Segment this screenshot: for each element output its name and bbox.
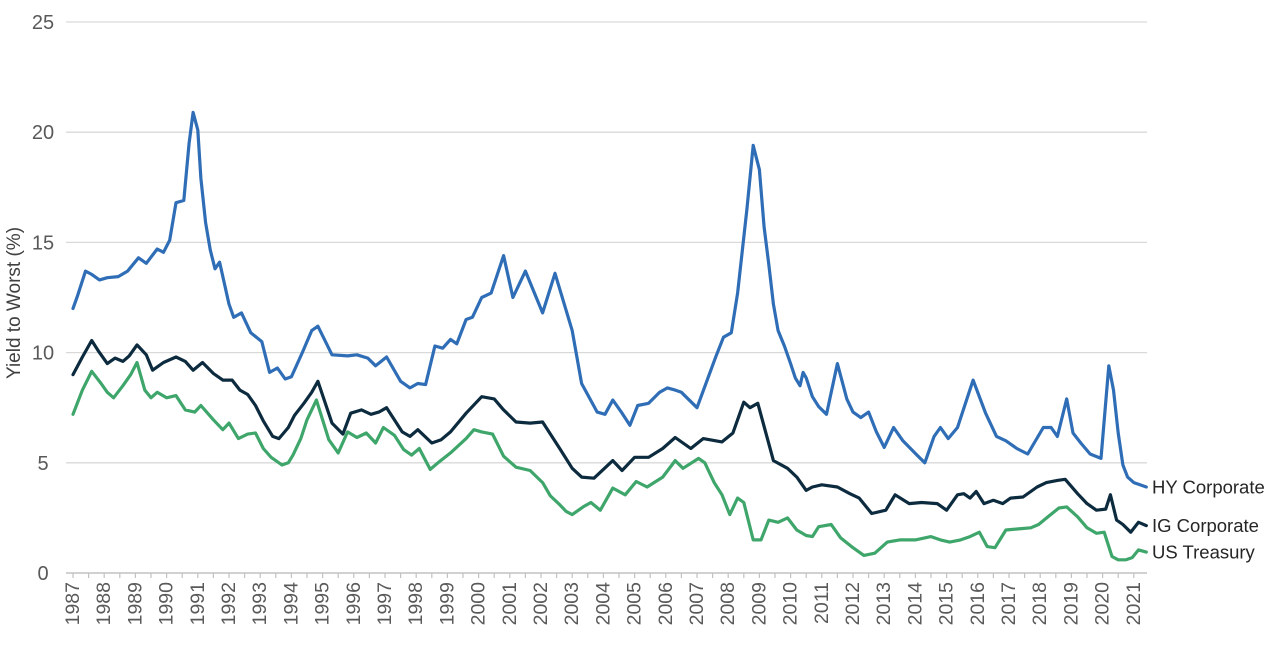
x-tick-label: 2000 <box>468 582 490 626</box>
x-tick-label: 2017 <box>998 582 1020 625</box>
x-tick-label: 2007 <box>686 582 708 625</box>
x-tick-label: 2021 <box>1123 582 1145 625</box>
x-tick-label: 2015 <box>936 582 958 626</box>
x-tick-label: 1995 <box>312 582 334 626</box>
x-tick-label: 1999 <box>436 582 458 625</box>
y-tick-label: 10 <box>32 343 54 365</box>
x-tick-label: 2003 <box>561 582 583 625</box>
y-tick-label: 0 <box>37 563 48 585</box>
gridlines-layer <box>66 21 1147 464</box>
x-tick-label: 1988 <box>93 582 115 625</box>
x-tick-label: 1991 <box>187 582 209 625</box>
series-label-ig-corporate: IG Corporate <box>1152 515 1259 536</box>
x-tick-label: 2019 <box>1060 582 1082 625</box>
series-line-us-treasury <box>71 360 1148 562</box>
series-lines-layer <box>71 110 1148 562</box>
x-tick-label: 2013 <box>873 582 895 625</box>
series-label-hy-corporate: HY Corporate <box>1152 477 1265 498</box>
x-tick-label: 1998 <box>405 582 427 625</box>
series-line-hy-corporate <box>71 110 1148 489</box>
x-tick-label: 2008 <box>717 582 739 625</box>
x-tick-label: 1990 <box>156 582 178 626</box>
x-tick-label: 2011 <box>811 582 833 624</box>
y-axis-title: Yield to Worst (%) <box>4 227 25 379</box>
axes-layer <box>66 572 1147 578</box>
x-tick-label: 1996 <box>343 582 365 625</box>
series-label-us-treasury: US Treasury <box>1152 542 1256 563</box>
x-tick-label: 2010 <box>780 582 802 626</box>
x-tick-label: 1997 <box>374 582 396 625</box>
series-line-ig-corporate <box>71 338 1148 534</box>
y-tick-label: 20 <box>32 122 54 144</box>
legend-layer: HY Corporate IG Corporate US Treasury <box>1152 477 1265 563</box>
y-tick-label: 5 <box>37 453 48 475</box>
y-tick-label: 15 <box>32 232 54 254</box>
x-tick-label: 2006 <box>655 582 677 625</box>
x-tick-label: 1993 <box>249 582 271 625</box>
x-tick-label: 1992 <box>218 582 240 625</box>
x-tick-label: 1989 <box>124 582 146 625</box>
x-tick-label: 2014 <box>904 582 926 626</box>
tick-labels-layer: 0 5 10 15 20 25 1987 1988 1989 1990 1991 1992 1993 19… <box>32 12 1145 625</box>
x-tick-label: 2012 <box>842 582 864 625</box>
x-tick-label: 1987 <box>62 582 84 625</box>
x-tick-label: 2001 <box>499 582 521 625</box>
x-tick-label: 2004 <box>592 582 614 626</box>
x-tick-label: 1994 <box>280 582 302 626</box>
x-tick-label: 2016 <box>967 582 989 625</box>
x-tick-label: 2009 <box>748 582 770 625</box>
y-tick-label: 25 <box>32 12 54 34</box>
x-tick-label: 2002 <box>530 582 552 625</box>
x-tick-label: 2020 <box>1092 582 1114 626</box>
x-tick-label: 2018 <box>1029 582 1051 625</box>
x-tick-label: 2005 <box>624 582 646 626</box>
